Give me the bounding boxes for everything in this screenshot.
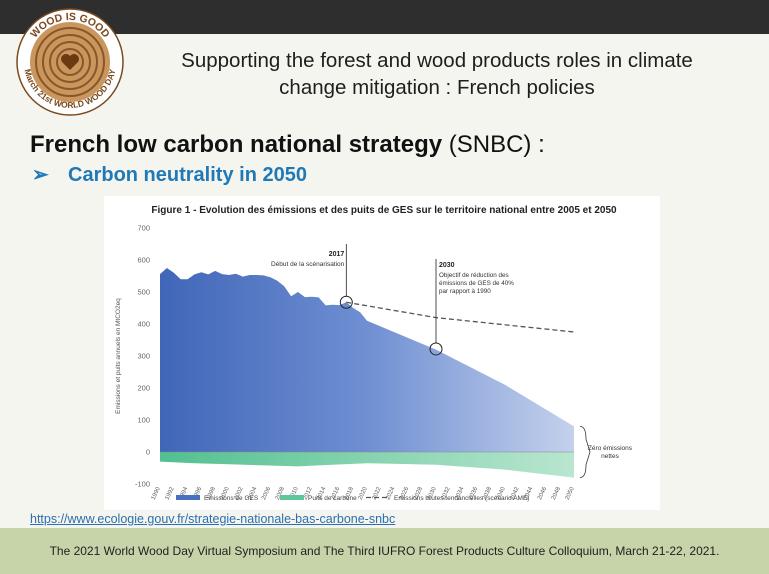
x-tick-label: 2026 [399, 486, 410, 501]
x-tick-label: 1990 [151, 486, 162, 501]
annotation-2017-text: Début de la scénarisation [271, 261, 345, 268]
legend-label-puits: Puits de carbone [308, 495, 357, 502]
legend-label-ame: Emissions brutes tendancielles (scénario… [394, 495, 529, 502]
x-tick-label: 2036 [468, 486, 479, 501]
x-tick-label: 2008 [275, 486, 286, 501]
x-tick-label: 2046 [537, 486, 548, 501]
snbc-link[interactable]: https://www.ecologie.gouv.fr/strategie-n… [30, 512, 396, 526]
header-line-1: Supporting the forest and wood products … [181, 49, 693, 72]
section-title-rest: (SNBC) : [442, 131, 545, 158]
bullet-arrow-icon: ➢ [32, 164, 49, 186]
y-axis-label: Emissions et puits annuels en MtCO2eq [115, 298, 122, 414]
x-tick-label: 2048 [551, 486, 562, 501]
annotation-2030-marker [429, 342, 443, 356]
series-emissions-ges-area [160, 268, 574, 452]
y-tick-label: 200 [137, 384, 150, 393]
header-line-2: change mitigation : French policies [279, 76, 595, 99]
emissions-chart: Figure 1 - Evolution des émissions et de… [115, 205, 633, 502]
chart-container: Figure 1 - Evolution des émissions et de… [104, 196, 660, 510]
section-title: French low carbon national strategy (SNB… [30, 131, 545, 159]
x-tick-label: 2016 [330, 486, 341, 501]
x-tick-label: 2040 [496, 486, 507, 501]
y-tick-label: 300 [137, 352, 150, 361]
annotation-2030-text: Objectif de réduction des émissions de GE… [439, 272, 514, 295]
x-tick-label: 1998 [206, 486, 217, 501]
x-tick-label: 2038 [482, 486, 493, 501]
x-tick-label: 2000 [220, 486, 231, 501]
x-tick-label: 2034 [454, 486, 465, 501]
x-tick-label: 2018 [344, 486, 355, 501]
x-tick-label: 1994 [178, 486, 189, 501]
x-tick-label: 2010 [289, 486, 300, 501]
x-tick-label: 2032 [441, 486, 452, 501]
section-title-bold: French low carbon national strategy [30, 131, 443, 158]
y-tick-label: 0 [146, 448, 150, 457]
annotation-2030-year: 2030 [439, 262, 455, 269]
slide-header: Supporting the forest and wood products … [150, 47, 724, 101]
wood-is-good-logo: WOOD IS GOOD March 21st WORLD WOOD DAY [16, 8, 124, 116]
x-tick-label: 1996 [192, 486, 203, 501]
y-tick-label: 600 [137, 256, 150, 265]
legend-swatch-emissions [176, 495, 200, 500]
legend-swatch-puits [280, 495, 304, 500]
footer-band [0, 528, 769, 574]
x-tick-label: 2002 [234, 486, 245, 501]
x-tick-label: 2044 [523, 486, 534, 501]
annotation-2017-year: 2017 [329, 251, 345, 258]
x-tick-label: 2024 [385, 486, 396, 501]
x-tick-label: 2030 [427, 486, 438, 501]
bullet-text: Carbon neutrality in 2050 [68, 164, 307, 186]
y-tick-label: 700 [137, 224, 150, 233]
x-tick-label: 2004 [247, 486, 258, 501]
y-tick-label: 400 [137, 320, 150, 329]
x-tick-label: 2006 [261, 486, 272, 501]
annotation-zero-text: Zéro émissions nettes [588, 445, 633, 460]
x-tick-label: 2012 [303, 486, 314, 501]
x-tick-label: 2028 [413, 486, 424, 501]
annotation-2017-marker [339, 295, 353, 309]
heart-icon [61, 53, 79, 70]
footer-text: The 2021 World Wood Day Virtual Symposiu… [49, 544, 720, 558]
y-tick-label: 500 [137, 288, 150, 297]
window-top-bar [0, 0, 769, 34]
chart-title: Figure 1 - Evolution des émissions et de… [151, 205, 617, 216]
x-tick-label: 2022 [372, 486, 383, 501]
annotation-zero-brace [579, 426, 591, 478]
x-tick-label: 2014 [316, 486, 327, 501]
x-tick-label: 2050 [565, 486, 576, 501]
x-tick-label: 2042 [510, 486, 521, 501]
x-tick-label: 1992 [165, 486, 176, 501]
x-tick-label: 2020 [358, 486, 369, 501]
series-puits-carbone-area [160, 452, 574, 478]
legend-label-emissions: Emissions de GES [204, 495, 259, 502]
y-tick-label: -100 [135, 480, 150, 489]
y-tick-label: 100 [137, 416, 150, 425]
bullet-carbon-neutrality: ➢ Carbon neutrality in 2050 [32, 162, 307, 187]
